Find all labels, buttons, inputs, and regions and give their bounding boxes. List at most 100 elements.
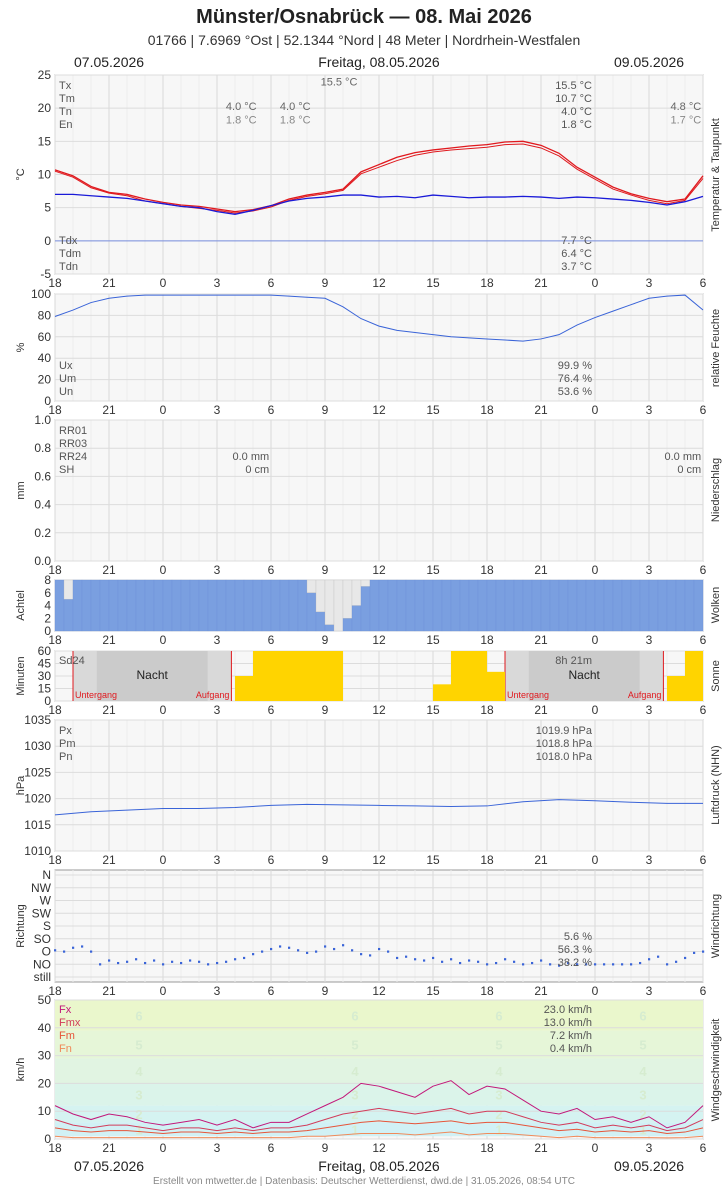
x-tick-label: 0 xyxy=(592,633,599,647)
cloud-bar xyxy=(351,605,362,632)
y-tick-label: O xyxy=(42,945,51,959)
beaufort-label: 4 xyxy=(135,1064,143,1079)
y-tick-label: 8 xyxy=(44,573,51,587)
cloud-bar xyxy=(387,579,398,632)
direction-point xyxy=(171,960,174,963)
stat-value: 1019.9 hPa xyxy=(536,725,593,737)
direction-point xyxy=(657,955,660,958)
direction-point xyxy=(486,963,489,966)
direction-point xyxy=(612,963,615,966)
y-tick-label: still xyxy=(34,970,51,984)
y-tick-label: 10 xyxy=(38,168,52,182)
direction-point xyxy=(693,951,696,954)
stat-label: Tdm xyxy=(59,248,81,260)
x-tick-label: 18 xyxy=(48,984,62,998)
x-tick-label: 3 xyxy=(646,1141,653,1155)
cloud-bar xyxy=(144,579,155,632)
y-tick-label: NW xyxy=(31,881,52,895)
direction-point xyxy=(351,949,354,952)
y-axis-label: hPa xyxy=(15,775,27,795)
annotation: 4.0 °C xyxy=(226,101,257,113)
x-tick-label: 18 xyxy=(48,633,62,647)
page-title: Münster/Osnabrück — 08. Mai 2026 xyxy=(196,6,532,28)
x-tick-label: 6 xyxy=(268,984,275,998)
cloud-bar xyxy=(342,618,353,632)
cloud-bar xyxy=(126,579,137,632)
stat-value: 5.6 % xyxy=(564,931,592,943)
direction-point xyxy=(513,960,516,963)
y-tick-label: 0 xyxy=(44,1132,51,1146)
beaufort-label: 2 xyxy=(495,1107,502,1122)
direction-point xyxy=(585,963,588,966)
x-tick-label: 3 xyxy=(214,984,221,998)
direction-point xyxy=(432,956,435,960)
beaufort-label: 4 xyxy=(495,1064,503,1079)
direction-point xyxy=(702,950,705,953)
stat-label: Fx xyxy=(59,1004,72,1016)
x-tick-label: 6 xyxy=(268,1141,275,1155)
y-axis-label: km/h xyxy=(15,1058,27,1082)
stat-value: 0 cm xyxy=(677,464,701,476)
y-tick-label: SW xyxy=(32,906,52,920)
direction-point xyxy=(594,963,597,966)
cloud-bar xyxy=(72,579,83,632)
sun-bar xyxy=(235,676,253,701)
direction-point xyxy=(495,961,498,965)
y-tick-label: NO xyxy=(33,957,51,971)
stat-label: Fn xyxy=(59,1043,72,1055)
y-tick-label: 0 xyxy=(44,624,51,638)
series-p xyxy=(54,799,703,816)
clear-bar xyxy=(63,579,74,600)
y-tick-label: S xyxy=(43,919,51,933)
beaufort-label: 6 xyxy=(639,1008,646,1023)
beaufort-label: 1 xyxy=(639,1122,646,1137)
y-axis-label: Minuten xyxy=(15,656,27,695)
direction-point xyxy=(522,963,525,966)
footer-date-left: 07.05.2026 xyxy=(74,1158,145,1174)
x-tick-label: 3 xyxy=(214,703,221,717)
y-tick-label: 50 xyxy=(38,993,52,1007)
direction-point xyxy=(135,958,138,961)
y-axis-label: °C xyxy=(15,168,27,180)
series-fn xyxy=(54,1131,704,1139)
x-tick-label: 15 xyxy=(426,563,440,577)
cloud-bar xyxy=(297,579,308,632)
stat-label: Ux xyxy=(59,360,73,372)
stat-label: Tdx xyxy=(59,235,78,247)
annotation: 4.0 °C xyxy=(280,101,311,113)
stat-value: 8h 21m xyxy=(555,655,592,667)
x-tick-label: 3 xyxy=(646,276,653,290)
series-fm xyxy=(54,1120,704,1134)
cloud-bar xyxy=(648,579,659,632)
beaufort-label: 5 xyxy=(351,1037,358,1052)
y-tick-label: 1025 xyxy=(24,765,51,779)
x-tick-label: 6 xyxy=(268,563,275,577)
y-tick-label: 45 xyxy=(38,657,52,671)
direction-point xyxy=(270,947,273,951)
x-tick-label: 3 xyxy=(646,633,653,647)
direction-point xyxy=(81,945,84,948)
x-tick-label: 21 xyxy=(534,403,548,417)
stat-label: RR03 xyxy=(59,438,87,450)
y-tick-label: SO xyxy=(34,932,51,946)
sun-bar xyxy=(685,651,703,701)
cloud-bar xyxy=(207,579,218,632)
y-tick-label: 5 xyxy=(44,201,51,215)
stat-value: 1.8 °C xyxy=(561,119,592,131)
clear-bar xyxy=(351,579,362,606)
series-u xyxy=(54,294,704,342)
x-tick-label: 12 xyxy=(372,563,386,577)
cloud-bar xyxy=(558,579,569,632)
x-tick-label: 9 xyxy=(322,563,329,577)
panel-precip: 18 21 0 3 6 9 12 15 18 21 0 3 6 Niederschlag mm 0.0 0.2 0… xyxy=(15,413,722,577)
beaufort-band xyxy=(55,1083,703,1106)
credit-line: Erstellt von mtwetter.de | Datenbasis: D… xyxy=(153,1176,575,1187)
x-tick-label: 15 xyxy=(426,853,440,867)
clear-bar xyxy=(333,579,344,632)
beaufort-band xyxy=(55,1105,703,1123)
side-label: Sonne xyxy=(710,660,722,692)
stat-label: Tdn xyxy=(59,261,78,273)
y-tick-label: 1020 xyxy=(24,792,51,806)
sun-bar xyxy=(667,676,685,701)
y-axis-label: % xyxy=(15,342,27,352)
